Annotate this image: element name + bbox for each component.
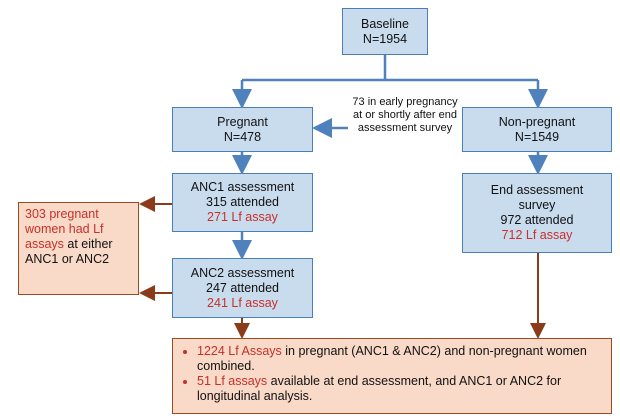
box-title: ANC2 assessment bbox=[190, 265, 295, 280]
box-attended: 972 attended bbox=[500, 213, 574, 227]
box-attended: 315 attended bbox=[206, 195, 279, 209]
box-count: N=478 bbox=[223, 129, 262, 144]
summary-item: 51 Lf assays available at end assessment… bbox=[197, 374, 603, 404]
box-title: Pregnant bbox=[217, 114, 268, 129]
summary-text: in pregnant (ANC1 & ANC2) and non-pregna… bbox=[197, 344, 587, 373]
pregnant-summary-box: 303 pregnant women had Lf assays at eith… bbox=[18, 202, 139, 295]
box-assay: 241 Lf assay bbox=[207, 295, 278, 310]
summary-list: 1224 Lf Assays in pregnant (ANC1 & ANC2)… bbox=[181, 344, 603, 404]
summary-text: available at end assessment, and ANC1 or… bbox=[197, 374, 562, 403]
box-title: Baseline bbox=[361, 16, 409, 31]
box-count: N=1549 bbox=[514, 129, 560, 144]
box-title: Non-pregnant bbox=[498, 114, 576, 129]
combined-summary-box: 1224 Lf Assays in pregnant (ANC1 & ANC2)… bbox=[172, 338, 612, 414]
baseline-box: Baseline N=1954 bbox=[342, 8, 428, 55]
box-assay: 712 Lf assay bbox=[501, 228, 573, 242]
pregnant-box: Pregnant N=478 bbox=[172, 107, 313, 152]
non-pregnant-box: Non-pregnant N=1549 bbox=[462, 107, 612, 152]
transfer-note: 73 in early pregnancy at or shortly afte… bbox=[348, 96, 462, 135]
anc2-box: ANC2 assessment 247 attended 241 Lf assa… bbox=[172, 258, 313, 318]
end-assessment-box: End assessment survey 972 attended 712 L… bbox=[462, 173, 612, 253]
box-title: ANC1 assessment bbox=[190, 180, 295, 194]
anc1-box: ANC1 assessment 315 attended 271 Lf assa… bbox=[172, 173, 313, 232]
box-assay: 271 Lf assay bbox=[207, 210, 278, 224]
summary-highlight: 1224 Lf Assays bbox=[197, 344, 282, 358]
box-count: N=1954 bbox=[362, 31, 408, 46]
brown-arrows bbox=[139, 196, 546, 339]
summary-highlight: 303 pregnant women had Lf assays bbox=[25, 207, 104, 251]
summary-highlight: 51 Lf assays bbox=[197, 374, 268, 388]
box-title: End assessment survey bbox=[490, 183, 584, 212]
box-attended: 247 attended bbox=[206, 280, 279, 295]
summary-item: 1224 Lf Assays in pregnant (ANC1 & ANC2)… bbox=[197, 344, 603, 374]
summary-text: at either ANC1 or ANC2 bbox=[25, 237, 113, 266]
